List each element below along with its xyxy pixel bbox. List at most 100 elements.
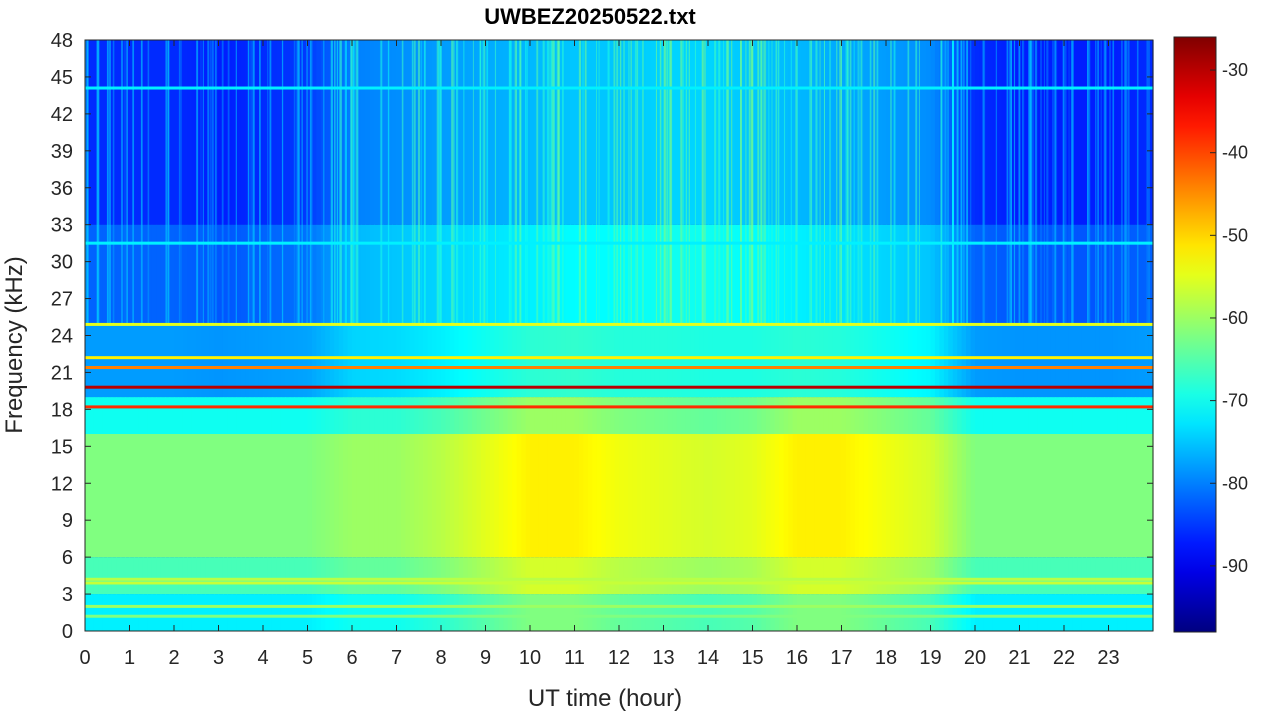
heatmap-stripe	[451, 40, 453, 324]
heatmap-cell	[886, 397, 892, 434]
heatmap-cell	[854, 224, 860, 324]
heatmap-cell	[614, 557, 620, 595]
heatmap-cell	[1001, 323, 1007, 398]
heatmap-cell	[174, 40, 180, 225]
heatmap-cell	[125, 557, 131, 595]
heatmap-stripe	[479, 40, 482, 324]
heatmap-stripe	[516, 40, 517, 324]
heatmap-cell	[129, 323, 135, 398]
heatmap-cell	[129, 557, 135, 595]
heatmap-cell	[1072, 323, 1078, 398]
heatmap-stripe	[1055, 40, 1058, 324]
heatmap-cell	[970, 557, 976, 595]
heatmap-cell	[943, 397, 949, 434]
heatmap-cell	[641, 434, 647, 558]
heatmap-cell	[458, 397, 464, 434]
x-tick-label: 12	[608, 647, 630, 669]
heatmap-cell	[205, 323, 211, 398]
heatmap-cell	[485, 323, 491, 398]
heatmap-cell	[868, 557, 874, 595]
y-tick-label: 15	[51, 436, 73, 458]
heatmap-cell	[374, 224, 380, 324]
heatmap-stripe	[514, 40, 517, 324]
heatmap-bands	[85, 40, 1154, 631]
heatmap-stripe	[829, 40, 831, 324]
heatmap-cell	[387, 397, 393, 434]
heatmap-cell	[209, 323, 215, 398]
heatmap-cell	[752, 594, 758, 631]
heatmap-cell	[699, 40, 705, 225]
heatmap-cell	[467, 224, 473, 324]
heatmap-cell	[797, 323, 803, 398]
heatmap-cell	[1037, 40, 1043, 225]
heatmap-cell	[271, 557, 277, 595]
heatmap-cell	[463, 594, 469, 631]
heatmap-stripe	[1054, 40, 1056, 324]
heatmap-cell	[676, 323, 682, 398]
heatmap-cell	[1104, 434, 1110, 558]
heatmap-cell	[516, 434, 522, 558]
heatmap-cell	[285, 224, 291, 324]
heatmap-stripe	[796, 40, 798, 324]
heatmap-cell	[997, 434, 1003, 558]
heatmap-cell	[837, 557, 843, 595]
heatmap-cell	[1121, 594, 1127, 631]
heatmap-cell	[921, 323, 927, 398]
heatmap-cell	[516, 594, 522, 631]
x-tick-label: 0	[79, 647, 90, 669]
heatmap-cell	[236, 434, 242, 558]
heatmap-cell	[859, 594, 865, 631]
heatmap-cell	[601, 224, 607, 324]
heatmap-cell	[788, 434, 794, 558]
heatmap-cell	[756, 557, 762, 595]
heatmap-cell	[543, 594, 549, 631]
heatmap-cell	[1090, 397, 1096, 434]
heatmap-cell	[1028, 397, 1034, 434]
heatmap-cell	[894, 594, 900, 631]
heatmap-cell	[1072, 397, 1078, 434]
heatmap-cell	[819, 224, 825, 324]
heatmap-cell	[748, 594, 754, 631]
heatmap-cell	[427, 40, 433, 225]
heatmap-cell	[561, 397, 567, 434]
heatmap-cell	[805, 323, 811, 398]
heatmap-cell	[445, 397, 451, 434]
heatmap-cell	[574, 594, 580, 631]
heatmap-stripe	[1018, 40, 1020, 324]
heatmap-cell	[583, 557, 589, 595]
heatmap-cell	[1135, 594, 1141, 631]
heatmap-cell	[1064, 323, 1070, 398]
y-tick-label: 18	[51, 399, 73, 421]
heatmap-cell	[654, 224, 660, 324]
heatmap-cell	[254, 40, 260, 225]
heatmap-cell	[1015, 594, 1021, 631]
heatmap-cell	[347, 323, 353, 398]
heatmap-cell	[681, 557, 687, 595]
heatmap-cell	[926, 323, 932, 398]
heatmap-cell	[369, 40, 375, 225]
heatmap-cell	[298, 323, 304, 398]
heatmap-cell	[819, 594, 825, 631]
heatmap-cell	[734, 434, 740, 558]
heatmap-cell	[645, 40, 651, 225]
heatmap-cell	[1077, 323, 1083, 398]
heatmap-cell	[565, 224, 571, 324]
heatmap-cell	[921, 397, 927, 434]
heatmap-cell	[369, 224, 375, 324]
heatmap-cell	[271, 397, 277, 434]
heatmap-stripe	[1013, 40, 1016, 324]
heatmap-cell	[943, 323, 949, 398]
heatmap-cell	[1117, 594, 1123, 631]
heatmap-cell	[690, 224, 696, 324]
heatmap-cell	[303, 40, 309, 225]
heatmap-stripe	[714, 40, 717, 324]
heatmap-cell	[472, 224, 478, 324]
heatmap-stripe	[1070, 40, 1073, 324]
heatmap-cell	[85, 434, 91, 558]
heatmap-cell	[1072, 557, 1078, 595]
heatmap-cell	[1112, 323, 1118, 398]
heatmap-cell	[721, 594, 727, 631]
heatmap-cell	[196, 434, 202, 558]
heatmap-cell	[1112, 594, 1118, 631]
heatmap-cell	[694, 40, 700, 225]
